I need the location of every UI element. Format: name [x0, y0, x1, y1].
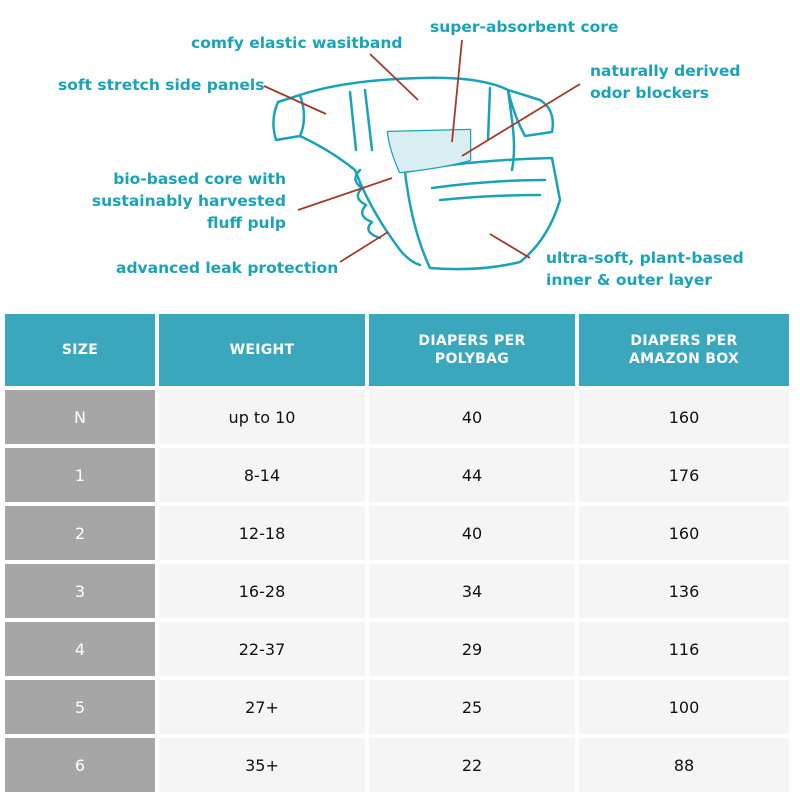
polybag-count-cell: 40	[369, 506, 575, 560]
table-body: N up to 10 40 160 1 8-14 44 176 2 12-18 …	[5, 390, 793, 792]
weight-cell: 16-28	[159, 564, 365, 618]
leader-lines	[263, 39, 581, 263]
box-count-cell: 176	[579, 448, 789, 502]
table-row: N up to 10 40 160	[5, 390, 793, 444]
polybag-count-cell: 34	[369, 564, 575, 618]
size-cell: 4	[5, 622, 155, 676]
callout-layer-line2: inner & outer layer	[546, 271, 713, 289]
callout-side-panels: soft stretch side panels	[58, 76, 265, 94]
size-cell: 2	[5, 506, 155, 560]
front-flap-outline	[403, 156, 562, 271]
polybag-count-cell: 25	[369, 680, 575, 734]
callout-odor-line2: odor blockers	[590, 84, 709, 102]
table-row: 5 27+ 25 100	[5, 680, 793, 734]
table-row: 6 35+ 22 88	[5, 738, 793, 792]
polybag-count-cell: 44	[369, 448, 575, 502]
weight-cell: 35+	[159, 738, 365, 792]
size-chart-table: SIZE WEIGHT DIAPERS PER POLYBAG DIAPERS …	[5, 314, 793, 796]
size-cell: 5	[5, 680, 155, 734]
box-count-cell: 88	[579, 738, 789, 792]
right-side-panel-outline	[506, 88, 554, 138]
callout-odor-line1: naturally derived	[590, 62, 741, 80]
weight-cell: up to 10	[159, 390, 365, 444]
box-count-cell: 116	[579, 622, 789, 676]
header-diapers-per-amazon-box: DIAPERS PER AMAZON BOX	[579, 314, 789, 386]
left-side-panel-outline	[272, 93, 306, 142]
header-size: SIZE	[5, 314, 155, 386]
table-row: 3 16-28 34 136	[5, 564, 793, 618]
size-cell: 3	[5, 564, 155, 618]
polybag-count-cell: 29	[369, 622, 575, 676]
leak-cuff-ruffles	[354, 168, 382, 240]
size-cell: 1	[5, 448, 155, 502]
polybag-count-cell: 40	[369, 390, 575, 444]
callout-layer-line1: ultra-soft, plant-based	[546, 249, 744, 267]
callout-leak: advanced leak protection	[116, 259, 339, 277]
left-body-edge	[298, 134, 422, 267]
weight-cell: 12-18	[159, 506, 365, 560]
header-diapers-per-polybag: DIAPERS PER POLYBAG	[369, 314, 575, 386]
table-header-row: SIZE WEIGHT DIAPERS PER POLYBAG DIAPERS …	[5, 314, 793, 386]
callout-bio-line2: sustainably harvested	[91, 192, 286, 210]
table-row: 1 8-14 44 176	[5, 448, 793, 502]
diaper-feature-diagram: comfy elastic wasitband super-absorbent …	[0, 0, 800, 300]
table-row: 2 12-18 40 160	[5, 506, 793, 560]
box-count-cell: 100	[579, 680, 789, 734]
weight-cell: 22-37	[159, 622, 365, 676]
table-row: 4 22-37 29 116	[5, 622, 793, 676]
weight-cell: 8-14	[159, 448, 365, 502]
box-count-cell: 160	[579, 390, 789, 444]
callout-core: super-absorbent core	[430, 18, 619, 36]
weight-cell: 27+	[159, 680, 365, 734]
diaper-illustration	[263, 39, 581, 271]
box-count-cell: 136	[579, 564, 789, 618]
polybag-count-cell: 22	[369, 738, 575, 792]
callout-bio-line1: bio-based core with	[113, 170, 286, 188]
header-weight: WEIGHT	[159, 314, 365, 386]
callout-waistband: comfy elastic wasitband	[191, 34, 403, 52]
callout-bio-line3: fluff pulp	[206, 214, 286, 232]
size-cell: 6	[5, 738, 155, 792]
size-cell: N	[5, 390, 155, 444]
box-count-cell: 160	[579, 506, 789, 560]
